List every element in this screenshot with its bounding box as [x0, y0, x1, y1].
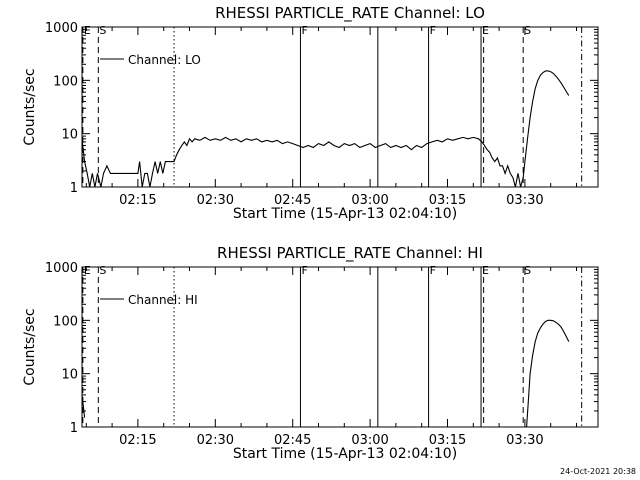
x-tick-label: 02:30	[197, 433, 234, 448]
event-marker-label: S	[524, 24, 531, 37]
event-marker-label: E	[482, 24, 489, 37]
series-line	[82, 70, 570, 187]
event-marker-label: F	[430, 264, 436, 277]
event-marker-label: S	[99, 264, 106, 277]
chart-panel-1: RHESSI PARTICLE_RATE Channel: LO 1 10 100 10…	[22, 4, 599, 222]
y-tick-label: 1	[70, 421, 78, 436]
date-stamp: 24-Oct-2021 20:38	[560, 467, 636, 476]
y-tick-label: 100	[53, 314, 78, 329]
x-tick-label: 03:30	[506, 433, 543, 448]
x-tick-label: 02:30	[197, 193, 234, 208]
x-tick-label: 02:15	[119, 193, 156, 208]
y-tick-label: 1000	[45, 21, 78, 36]
y-axis-label: Counts/sec	[22, 308, 38, 385]
y-tick-label: 100	[53, 74, 78, 89]
y-tick-label: 1	[70, 181, 78, 196]
y-tick-label: 1000	[45, 261, 78, 276]
event-marker-label: E	[84, 24, 91, 37]
x-axis-label: Start Time (15-Apr-13 02:04:10)	[233, 206, 457, 222]
event-marker-label: F	[301, 264, 307, 277]
legend-entry: Channel: HI	[128, 293, 198, 307]
chart-title: RHESSI PARTICLE_RATE Channel: HI	[217, 244, 483, 263]
event-marker-label: S	[99, 24, 106, 37]
event-marker-label: S	[524, 264, 531, 277]
plot-frame	[81, 26, 599, 188]
x-tick-label: 03:30	[506, 193, 543, 208]
x-tick-label: 03:00	[351, 193, 388, 208]
chart-panel-2: RHESSI PARTICLE_RATE Channel: HI 1 10 100 10…	[22, 244, 599, 462]
chart-title: RHESSI PARTICLE_RATE Channel: LO	[215, 4, 485, 23]
x-tick-label: 02:45	[274, 433, 311, 448]
legend-entry: Channel: LO	[128, 53, 201, 67]
x-tick-label: 02:15	[119, 433, 156, 448]
event-marker-label: F	[301, 24, 307, 37]
x-tick-label: 03:15	[429, 193, 466, 208]
x-axis-label: Start Time (15-Apr-13 02:04:10)	[233, 446, 457, 462]
plot-frame	[81, 266, 599, 428]
event-marker-label: E	[482, 264, 489, 277]
x-tick-label: 02:45	[274, 193, 311, 208]
series-line	[526, 319, 570, 427]
y-tick-label: 10	[61, 128, 78, 143]
series-line	[82, 394, 86, 418]
y-axis-label: Counts/sec	[22, 68, 38, 145]
x-tick-label: 03:15	[429, 433, 466, 448]
y-tick-label: 10	[61, 368, 78, 383]
event-marker-label: E	[84, 264, 91, 277]
event-marker-label: F	[430, 24, 436, 37]
x-tick-label: 03:00	[351, 433, 388, 448]
